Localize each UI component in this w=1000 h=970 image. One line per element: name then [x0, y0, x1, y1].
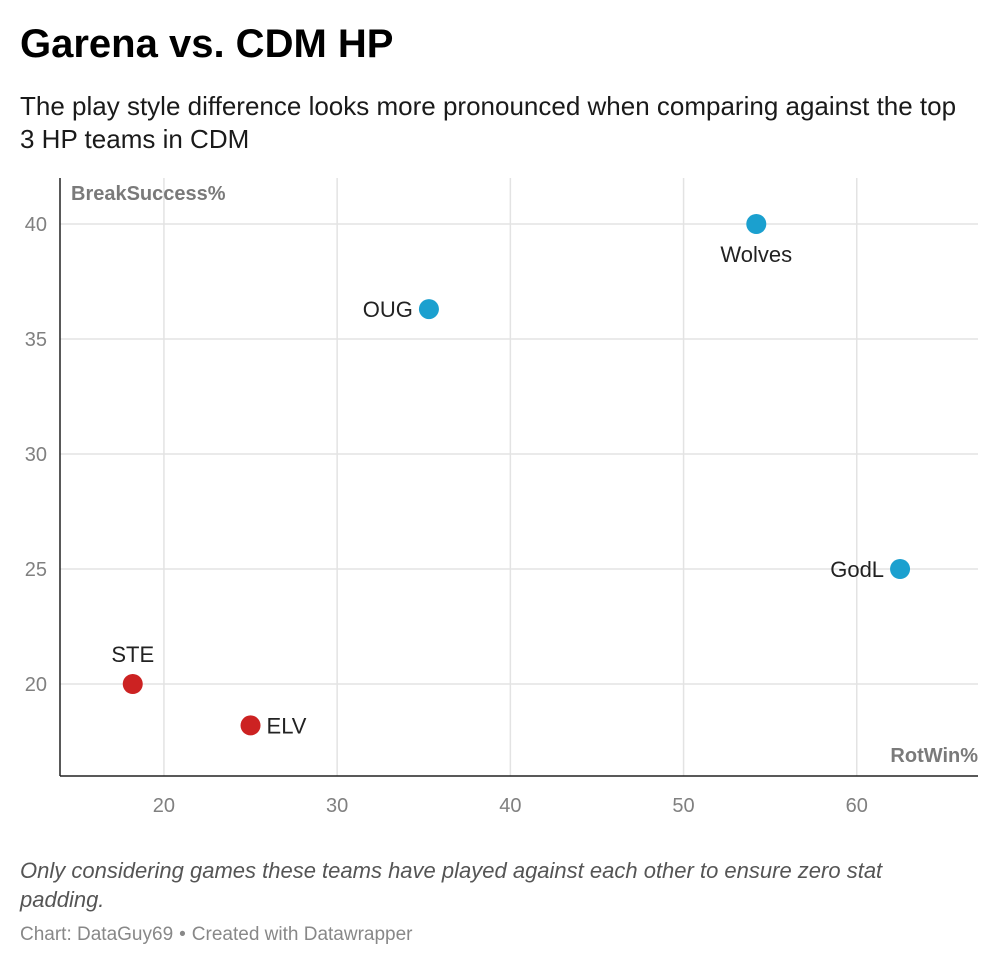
point-label-oug: OUG: [363, 297, 413, 322]
chart-notes: Only considering games these teams have …: [20, 858, 883, 912]
data-point-elv: [240, 715, 261, 736]
tool-credit: Created with Datawrapper: [191, 924, 413, 945]
y-tick-label: 20: [25, 674, 47, 696]
data-point-oug: [418, 299, 439, 320]
data-points: [122, 214, 911, 736]
data-point-labels: Wolves OUG GodL STE ELV: [111, 242, 884, 738]
y-tick-label: 40: [25, 214, 47, 236]
x-tick-label: 60: [846, 795, 868, 817]
point-label-ste: STE: [111, 642, 154, 667]
y-axis-title: BreakSuccess%: [71, 183, 226, 205]
chart-byline: Chart: DataGuy69 • Created with Datawrappe…: [20, 924, 413, 946]
chart-title: Garena vs. CDM HP: [20, 22, 394, 66]
y-gridlines: [60, 223, 978, 685]
x-tick-label: 30: [326, 795, 348, 817]
x-axis-title: RotWin%: [890, 745, 978, 767]
data-point-wolves: [746, 214, 767, 234]
y-tick-labels: 20 25 30 35 40: [25, 214, 47, 696]
data-point-ste: [122, 674, 143, 694]
x-tick-label: 50: [672, 795, 694, 817]
y-tick-label: 35: [25, 329, 47, 351]
x-gridlines: [163, 178, 858, 776]
y-tick-label: 30: [25, 444, 47, 466]
axes: [59, 178, 978, 777]
scatter-chart: 20 30 40 50 60 20 25 30 35 40 BreakSuccess% RotW…: [25, 178, 978, 817]
point-label-godl: GodL: [830, 557, 884, 582]
data-point-godl: [890, 559, 911, 579]
x-tick-label: 40: [499, 795, 521, 817]
point-label-elv: ELV: [267, 713, 307, 738]
chart-credit: Chart: DataGuy69: [20, 924, 174, 945]
x-tick-labels: 20 30 40 50 60: [153, 795, 868, 817]
y-tick-label: 25: [25, 559, 47, 581]
point-label-wolves: Wolves: [720, 242, 792, 267]
chart-subtitle: The play style difference looks more pro…: [20, 91, 957, 154]
byline-separator: •: [179, 924, 186, 945]
x-tick-label: 20: [153, 795, 175, 817]
